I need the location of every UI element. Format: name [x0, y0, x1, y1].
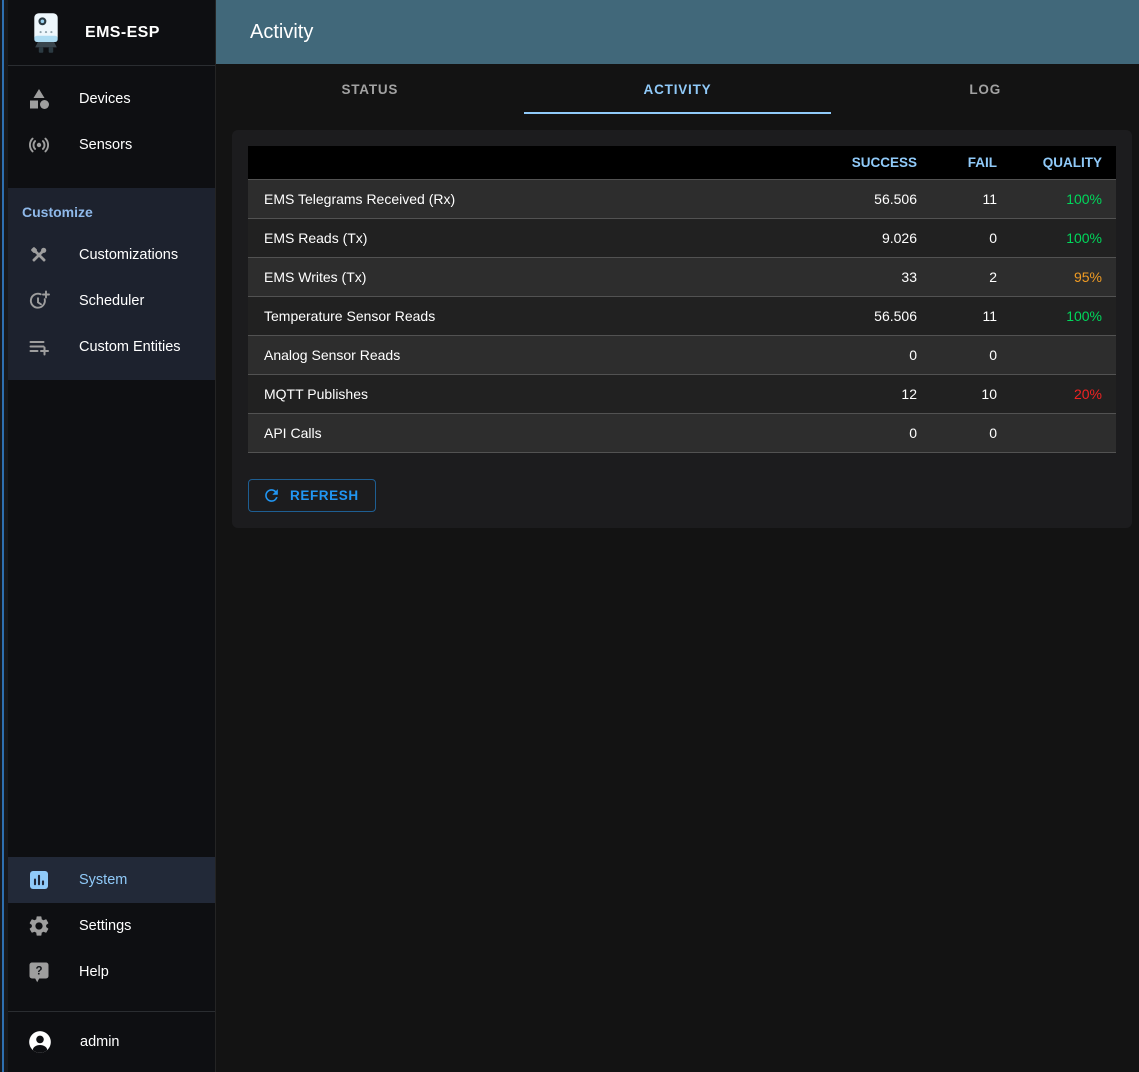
table-cell: 0	[909, 346, 917, 363]
sensors-icon	[27, 133, 51, 157]
table-cell: 2	[989, 268, 997, 285]
sidebar-spacer	[8, 380, 215, 857]
table-cell: 0	[989, 229, 997, 246]
sidebar-item-label: Customizations	[79, 247, 179, 263]
sidebar-item-devices[interactable]: Devices	[8, 76, 215, 122]
table-cell: 20%	[1073, 385, 1102, 402]
activity-table-body: EMS Telegrams Received (Rx) 56.506 11 100% E…	[248, 179, 1116, 452]
table-row: EMS Reads (Tx) 9.026 0 100%	[248, 218, 1116, 257]
table-cell	[1011, 335, 1116, 374]
table-cell: Analog Sensor Reads	[264, 346, 401, 363]
boiler-logo-icon	[28, 12, 64, 54]
table-row: EMS Telegrams Received (Rx) 56.506 11 100%	[248, 179, 1116, 218]
section-title: Customize	[22, 204, 93, 220]
column-header-quality: QUALITY	[1011, 146, 1116, 179]
table-cell: 0	[909, 424, 917, 441]
table-cell: 11	[982, 307, 997, 324]
table-cell: Temperature Sensor Reads	[264, 307, 436, 324]
table-cell: 33	[901, 268, 917, 285]
table-row: MQTT Publishes 12 10 20%	[248, 374, 1116, 413]
table-row: EMS Writes (Tx) 33 2 95%	[248, 257, 1116, 296]
column-header-name	[248, 146, 781, 179]
account-icon	[27, 1029, 53, 1055]
activity-table: SUCCESS FAIL QUALITY EMS Telegrams Recei…	[248, 146, 1116, 453]
page-title: Activity	[250, 20, 314, 43]
table-cell: 10	[981, 385, 997, 402]
table-cell	[1011, 413, 1116, 452]
sidebar: EMS-ESP Devices	[8, 0, 216, 1072]
tab-status[interactable]: STATUS	[341, 81, 399, 97]
sidebar-item-label: Scheduler	[79, 293, 145, 309]
table-cell: 0	[989, 346, 997, 363]
activity-card: SUCCESS FAIL QUALITY EMS Telegrams Recei…	[232, 130, 1132, 528]
construction-icon	[27, 243, 51, 267]
sidebar-item-label: Devices	[79, 91, 131, 107]
sidebar-item-help[interactable]: ? Help	[8, 949, 215, 995]
app-logo-row: EMS-ESP	[8, 0, 215, 66]
column-header-fail: FAIL	[931, 146, 1011, 179]
sidebar-item-settings[interactable]: Settings	[8, 903, 215, 949]
playlist-add-icon	[27, 335, 51, 359]
table-cell: EMS Writes (Tx)	[264, 268, 367, 285]
window-edge-accent	[2, 0, 4, 1072]
table-cell: EMS Telegrams Received (Rx)	[264, 190, 456, 207]
table-cell: API Calls	[264, 424, 322, 441]
table-cell: 100%	[1066, 307, 1102, 324]
sidebar-item-label: Sensors	[79, 137, 133, 153]
sidebar-item-label: System	[79, 872, 128, 888]
sidebar-item-admin[interactable]: admin	[8, 1012, 215, 1072]
table-cell: 100%	[1066, 190, 1102, 207]
tab-log[interactable]: LOG	[969, 81, 1001, 97]
table-cell: 12	[901, 385, 917, 402]
main-content: Activity STATUS ACTIVITY LOG SUCCESS FAI…	[216, 0, 1139, 1072]
table-row: Temperature Sensor Reads 56.506 11 100%	[248, 296, 1116, 335]
sidebar-section-customize: Customize Customizations	[8, 188, 215, 380]
sidebar-item-customizations[interactable]: Customizations	[8, 232, 215, 278]
table-row: API Calls 0 0	[248, 413, 1116, 452]
sidebar-item-system[interactable]: System	[8, 857, 215, 903]
table-cell: 95%	[1073, 268, 1102, 285]
table-cell: MQTT Publishes	[264, 385, 368, 402]
column-header-success: SUCCESS	[781, 146, 931, 179]
user-label: admin	[80, 1034, 120, 1050]
table-row: Analog Sensor Reads 0 0	[248, 335, 1116, 374]
refresh-button-label: REFRESH	[290, 487, 359, 503]
table-cell: 100%	[1066, 229, 1102, 246]
table-cell: 56.506	[874, 190, 917, 207]
help-icon: ?	[27, 960, 51, 984]
table-cell: 56.506	[874, 307, 917, 324]
analytics-icon	[27, 868, 51, 892]
svg-text:?: ?	[35, 966, 42, 978]
more-time-icon	[27, 289, 51, 313]
table-cell: 11	[982, 190, 997, 207]
table-cell: EMS Reads (Tx)	[264, 229, 368, 246]
sidebar-item-label: Help	[79, 964, 109, 980]
sidebar-item-scheduler[interactable]: Scheduler	[8, 278, 215, 324]
category-icon	[27, 87, 51, 111]
table-cell: 0	[989, 424, 997, 441]
refresh-icon	[262, 486, 281, 505]
sidebar-item-label: Settings	[79, 918, 132, 934]
gear-icon	[27, 914, 51, 938]
sidebar-item-custom-entities[interactable]: Custom Entities	[8, 324, 215, 370]
table-header-row: SUCCESS FAIL QUALITY	[248, 146, 1116, 179]
app-title: EMS-ESP	[85, 23, 160, 41]
table-cell: 9.026	[881, 229, 917, 246]
window-edge-strip	[0, 0, 8, 1072]
refresh-button[interactable]: REFRESH	[248, 478, 376, 512]
sidebar-item-sensors[interactable]: Sensors	[8, 122, 215, 168]
appbar: Activity	[216, 0, 1139, 64]
sidebar-item-label: Custom Entities	[79, 339, 181, 355]
sidebar-divider	[8, 1011, 215, 1012]
tab-activity[interactable]: ACTIVITY	[523, 64, 832, 114]
tabbar: STATUS ACTIVITY LOG	[216, 64, 1139, 114]
